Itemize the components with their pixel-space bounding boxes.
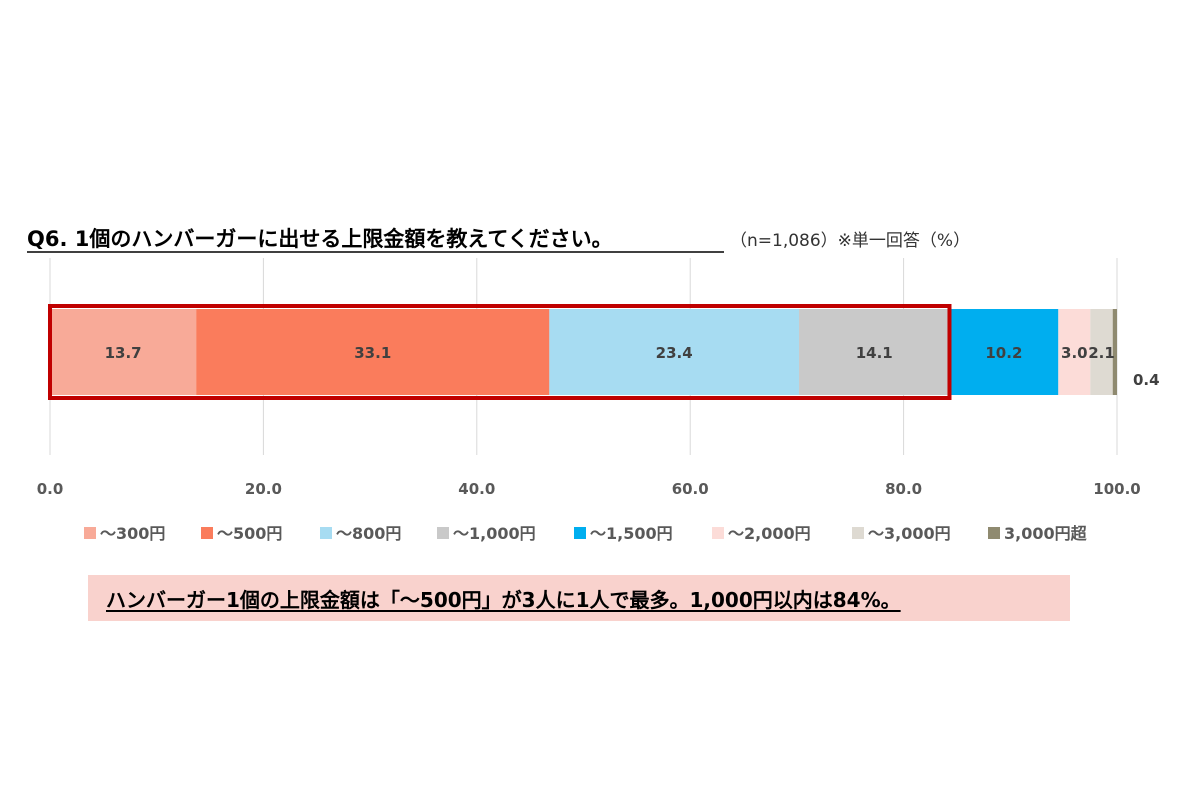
bar-segment [1112, 309, 1117, 395]
legend-swatch [437, 527, 449, 539]
data-label: 0.4 [1133, 371, 1160, 389]
x-tick-label: 40.0 [458, 480, 495, 498]
x-tick-label: 100.0 [1093, 480, 1140, 498]
legend-swatch [84, 527, 96, 539]
data-label: 13.7 [105, 344, 142, 362]
data-labels: 13.7 33.1 23.4 14.1 10.2 3.0 2.1 0.4 [105, 344, 1160, 389]
x-tick-label: 80.0 [885, 480, 922, 498]
data-label: 14.1 [856, 344, 893, 362]
bar-segment [1090, 309, 1113, 395]
data-label: 23.4 [656, 344, 693, 362]
chart: Q6. 1個のハンバーガーに出せる上限金額を教えてください。 （n=1,086）… [27, 227, 1160, 543]
stacked-bar [50, 309, 1117, 395]
bar-segment [949, 309, 1059, 395]
summary-banner: ハンバーガー1個の上限金額は「～500円」が3人に1人で最多。1,000円以内は… [88, 575, 1070, 621]
bar-segment [50, 309, 197, 395]
legend-label: ～300円 [100, 524, 165, 543]
legend-swatch [988, 527, 1000, 539]
x-axis-ticks: 0.0 20.0 40.0 60.0 80.0 100.0 [37, 480, 1141, 498]
legend: ～300円 ～500円 ～800円 ～1,000円 ～1,500円 ～2,000円 ～3,0… [84, 524, 1088, 543]
legend-swatch [712, 527, 724, 539]
legend-label: ～2,000円 [728, 524, 811, 543]
data-label: 33.1 [354, 344, 391, 362]
legend-swatch [852, 527, 864, 539]
legend-label: ～1,500円 [590, 524, 673, 543]
summary-text: ハンバーガー1個の上限金額は「～500円」が3人に1人で最多。1,000円以内は… [106, 587, 901, 612]
data-label: 3.0 [1061, 344, 1088, 362]
x-tick-label: 0.0 [37, 480, 64, 498]
data-label: 2.1 [1088, 344, 1115, 362]
legend-label: 3,000円超 [1004, 524, 1088, 543]
x-tick-label: 60.0 [672, 480, 709, 498]
bar-segment [196, 309, 550, 395]
chart-title: Q6. 1個のハンバーガーに出せる上限金額を教えてください。 [27, 227, 613, 251]
x-tick-label: 20.0 [245, 480, 282, 498]
legend-label: ～500円 [217, 524, 282, 543]
legend-label: ～3,000円 [868, 524, 951, 543]
chart-note: （n=1,086）※単一回答（%） [730, 231, 970, 251]
bar-segment [799, 309, 950, 395]
bar-segment [1058, 309, 1091, 395]
bar-segment [549, 309, 800, 395]
highlight-box [48, 304, 952, 400]
legend-label: ～800円 [336, 524, 401, 543]
legend-swatch [201, 527, 213, 539]
legend-swatch [574, 527, 586, 539]
legend-swatch [320, 527, 332, 539]
data-label: 10.2 [985, 344, 1022, 362]
legend-label: ～1,000円 [453, 524, 536, 543]
